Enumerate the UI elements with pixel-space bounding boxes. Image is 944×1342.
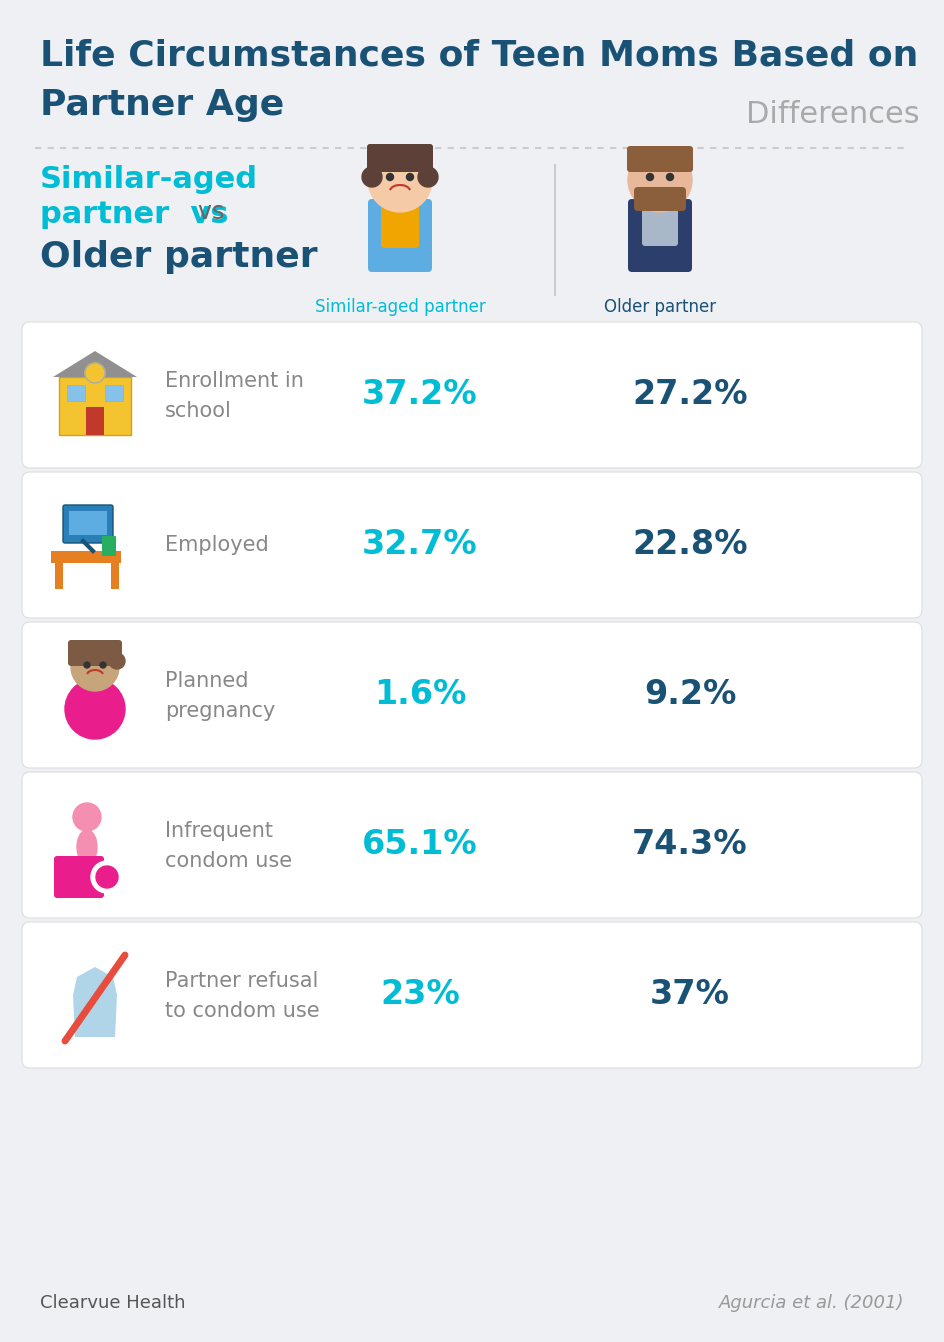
FancyBboxPatch shape [634, 187, 686, 211]
Text: Older partner: Older partner [40, 240, 317, 274]
FancyBboxPatch shape [22, 472, 922, 619]
FancyBboxPatch shape [627, 146, 693, 172]
Text: 9.2%: 9.2% [644, 679, 736, 711]
Text: 65.1%: 65.1% [362, 828, 478, 862]
Circle shape [100, 662, 106, 668]
FancyBboxPatch shape [652, 193, 668, 209]
Text: to condom use: to condom use [165, 1001, 320, 1021]
Text: Infrequent: Infrequent [165, 821, 273, 841]
FancyBboxPatch shape [22, 922, 922, 1068]
Text: 37%: 37% [650, 978, 730, 1012]
FancyBboxPatch shape [51, 552, 121, 564]
Circle shape [65, 679, 125, 739]
Circle shape [407, 173, 413, 181]
Text: Similar-aged partner: Similar-aged partner [314, 298, 485, 315]
Circle shape [85, 362, 105, 382]
Text: Planned: Planned [165, 671, 248, 691]
Polygon shape [73, 968, 117, 1037]
FancyBboxPatch shape [22, 322, 922, 468]
FancyBboxPatch shape [367, 144, 433, 172]
Text: Agurcia et al. (2001): Agurcia et al. (2001) [718, 1294, 904, 1312]
Text: 27.2%: 27.2% [632, 378, 748, 412]
FancyBboxPatch shape [628, 199, 692, 272]
Text: condom use: condom use [165, 851, 292, 871]
Circle shape [386, 173, 394, 181]
FancyBboxPatch shape [105, 385, 123, 401]
FancyBboxPatch shape [54, 856, 104, 898]
Text: vs: vs [183, 200, 225, 224]
Text: Partner Age: Partner Age [40, 89, 284, 122]
Text: Enrollment in: Enrollment in [165, 370, 304, 391]
Text: Life Circumstances of Teen Moms Based on: Life Circumstances of Teen Moms Based on [40, 38, 919, 72]
FancyBboxPatch shape [22, 621, 922, 768]
Text: partner  vs: partner vs [40, 200, 228, 229]
Text: school: school [165, 401, 232, 421]
Text: Employed: Employed [165, 535, 269, 556]
FancyBboxPatch shape [86, 407, 104, 435]
FancyBboxPatch shape [381, 204, 419, 248]
Circle shape [362, 166, 382, 187]
Text: Clearvue Health: Clearvue Health [40, 1294, 186, 1312]
Text: pregnancy: pregnancy [165, 701, 276, 721]
Circle shape [368, 148, 432, 212]
FancyBboxPatch shape [68, 640, 122, 666]
Circle shape [647, 173, 653, 181]
FancyBboxPatch shape [63, 505, 113, 544]
FancyBboxPatch shape [55, 564, 63, 589]
Ellipse shape [77, 829, 97, 864]
Circle shape [109, 654, 125, 670]
Text: Similar-aged: Similar-aged [40, 165, 258, 195]
Text: 23%: 23% [380, 978, 460, 1012]
Circle shape [628, 148, 692, 212]
Text: Older partner: Older partner [604, 298, 716, 315]
Text: 32.7%: 32.7% [362, 529, 478, 561]
FancyBboxPatch shape [67, 385, 85, 401]
Circle shape [73, 803, 101, 831]
Text: Differences: Differences [747, 101, 920, 129]
Circle shape [418, 166, 438, 187]
Circle shape [71, 643, 119, 691]
Text: Partner refusal: Partner refusal [165, 972, 318, 990]
FancyBboxPatch shape [59, 377, 131, 435]
Text: 74.3%: 74.3% [632, 828, 748, 862]
Circle shape [84, 662, 90, 668]
FancyBboxPatch shape [69, 511, 107, 535]
Text: 37.2%: 37.2% [362, 378, 478, 412]
Polygon shape [53, 352, 137, 377]
Text: 22.8%: 22.8% [632, 529, 748, 561]
Circle shape [666, 173, 673, 181]
FancyBboxPatch shape [111, 564, 119, 589]
FancyBboxPatch shape [392, 193, 408, 209]
FancyBboxPatch shape [102, 535, 116, 556]
Circle shape [91, 862, 123, 892]
Text: 1.6%: 1.6% [374, 679, 466, 711]
Circle shape [96, 866, 118, 888]
FancyBboxPatch shape [368, 199, 432, 272]
FancyBboxPatch shape [22, 772, 922, 918]
FancyBboxPatch shape [642, 204, 678, 246]
